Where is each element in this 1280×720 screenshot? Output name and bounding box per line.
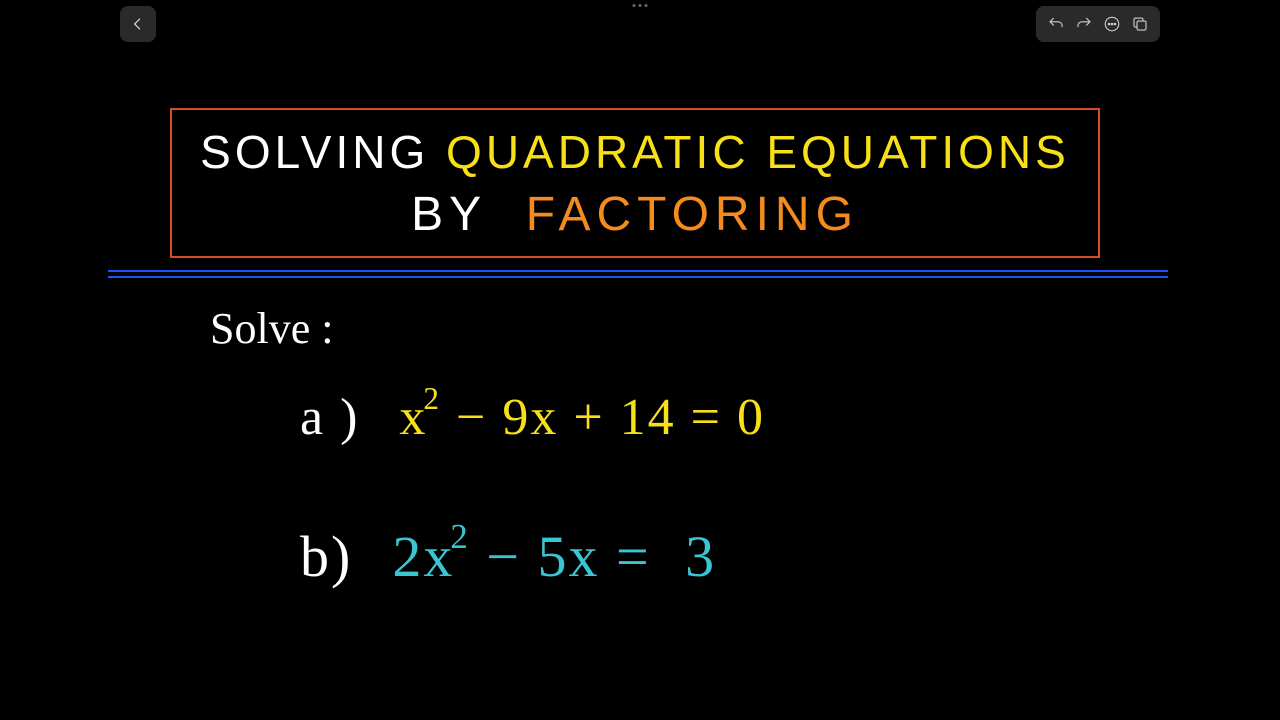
redo-button[interactable] [1072, 12, 1096, 36]
top-toolbar [0, 0, 1280, 48]
problem-b: b) 2x2 − 5x = 3 [300, 523, 716, 590]
title-part-solving: SOLVING [200, 126, 429, 178]
redo-icon [1075, 15, 1093, 33]
eq-a-rest: − 9x + 14 = 0 [456, 389, 765, 446]
problem-a: a ) x2 − 9x + 14 = 0 [300, 388, 765, 447]
title-part-quadratic: QUADRATIC EQUATIONS [446, 126, 1070, 178]
hr-line-2 [108, 276, 1168, 278]
hr-line-1 [108, 270, 1168, 272]
back-button[interactable] [120, 6, 156, 42]
title-line-1: SOLVING QUADRATIC EQUATIONS [200, 125, 1070, 179]
eq-b-rhs: 3 [685, 524, 716, 589]
horizontal-rule [108, 270, 1168, 282]
more-icon [1103, 15, 1121, 33]
title-part-by: BY [411, 188, 487, 241]
title-line-2: BY FACTORING [411, 187, 859, 242]
undo-icon [1047, 15, 1065, 33]
eq-b-mid: − 5x = [486, 524, 667, 589]
undo-button[interactable] [1044, 12, 1068, 36]
whiteboard-canvas[interactable]: SOLVING QUADRATIC EQUATIONS BY FACTORING… [0, 48, 1280, 720]
problem-a-marker: a ) [300, 388, 359, 447]
problem-b-marker: b) [300, 523, 352, 590]
arrow-left-icon [130, 16, 146, 32]
right-toolbar-group [1036, 6, 1160, 42]
title-box: SOLVING QUADRATIC EQUATIONS BY FACTORING [170, 108, 1100, 258]
title-part-factoring: FACTORING [526, 188, 859, 241]
eq-b-exponent: 2 [450, 517, 469, 556]
eq-b-coef: 2x [392, 524, 454, 589]
more-button[interactable] [1100, 12, 1124, 36]
copy-icon [1131, 15, 1149, 33]
problem-a-equation: x2 − 9x + 14 = 0 [399, 388, 765, 447]
copy-button[interactable] [1128, 12, 1152, 36]
solve-label: Solve : [210, 303, 333, 354]
problem-b-equation: 2x2 − 5x = 3 [392, 523, 716, 590]
eq-a-exponent: 2 [423, 381, 441, 416]
